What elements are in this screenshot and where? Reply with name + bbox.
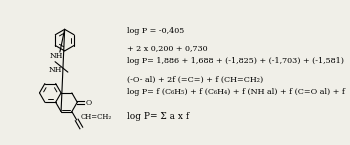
Text: log P = -0,405: log P = -0,405 (127, 27, 184, 35)
Text: log P= Σ a x f: log P= Σ a x f (127, 112, 189, 121)
Text: NH: NH (50, 52, 63, 60)
Text: CH=CH₂: CH=CH₂ (81, 113, 112, 121)
Text: log P= 1,886 + 1,688 + (-1,825) + (-1,703) + (-1,581): log P= 1,886 + 1,688 + (-1,825) + (-1,70… (127, 57, 344, 65)
Text: (-O- al) + 2f (=C=) + f (CH=CH₂): (-O- al) + 2f (=C=) + f (CH=CH₂) (127, 75, 263, 84)
Text: + 2 x 0,200 + 0,730: + 2 x 0,200 + 0,730 (127, 44, 207, 52)
Text: log P= f (C₆H₅) + f (C₆H₄) + f (NH al) + f (C=O al) + f: log P= f (C₆H₅) + f (C₆H₄) + f (NH al) +… (127, 88, 344, 96)
Text: O: O (86, 99, 92, 107)
Text: NH: NH (49, 66, 62, 74)
